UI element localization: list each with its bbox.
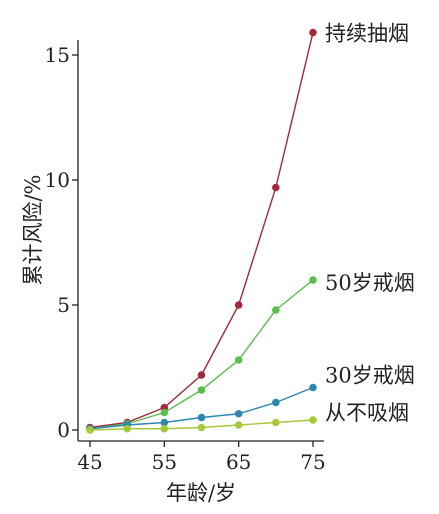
data-point <box>309 416 317 424</box>
data-point <box>309 28 317 37</box>
x-tick-label: 65 <box>226 450 251 474</box>
data-point <box>123 424 131 433</box>
y-tick-label: 5 <box>57 293 70 317</box>
series-label: 从不吸烟 <box>325 401 409 425</box>
series-line-group <box>86 416 317 434</box>
x-tick-label: 45 <box>77 450 102 474</box>
x-tick-label: 55 <box>152 450 177 474</box>
data-point <box>197 413 206 422</box>
series-label: 30岁戒烟 <box>325 364 415 388</box>
x-axis-ticks: 45 55 65 75 <box>77 441 326 474</box>
series-line-group <box>86 28 317 432</box>
data-point <box>234 409 243 418</box>
data-point <box>197 371 206 379</box>
data-point <box>272 398 280 407</box>
series-line-group <box>86 276 317 433</box>
y-axis-ticks: 0 5 10 15 <box>45 43 78 442</box>
data-point <box>197 423 206 432</box>
y-tick-label: 10 <box>45 168 70 192</box>
data-point <box>272 183 280 192</box>
data-point <box>272 418 280 427</box>
data-point <box>197 386 206 394</box>
series-label: 持续抽烟 <box>325 22 409 46</box>
data-point <box>160 408 169 417</box>
data-point <box>234 356 243 364</box>
y-tick-label: 0 <box>57 418 70 442</box>
data-point <box>234 421 243 429</box>
data-point <box>234 301 243 309</box>
series-line <box>89 32 314 429</box>
x-tick-label: 75 <box>300 450 325 474</box>
y-tick-label: 15 <box>45 43 70 67</box>
x-axis-label: 年龄/岁 <box>166 481 236 505</box>
series-group <box>86 28 317 434</box>
data-point <box>309 276 317 284</box>
series-label: 50岁戒烟 <box>325 271 415 295</box>
y-axis-label: 累计风险/% <box>21 174 45 285</box>
data-point <box>160 418 169 427</box>
data-point <box>309 383 317 392</box>
data-point <box>160 424 169 433</box>
data-point <box>86 426 94 434</box>
data-point <box>272 306 280 314</box>
series-line <box>89 279 314 430</box>
